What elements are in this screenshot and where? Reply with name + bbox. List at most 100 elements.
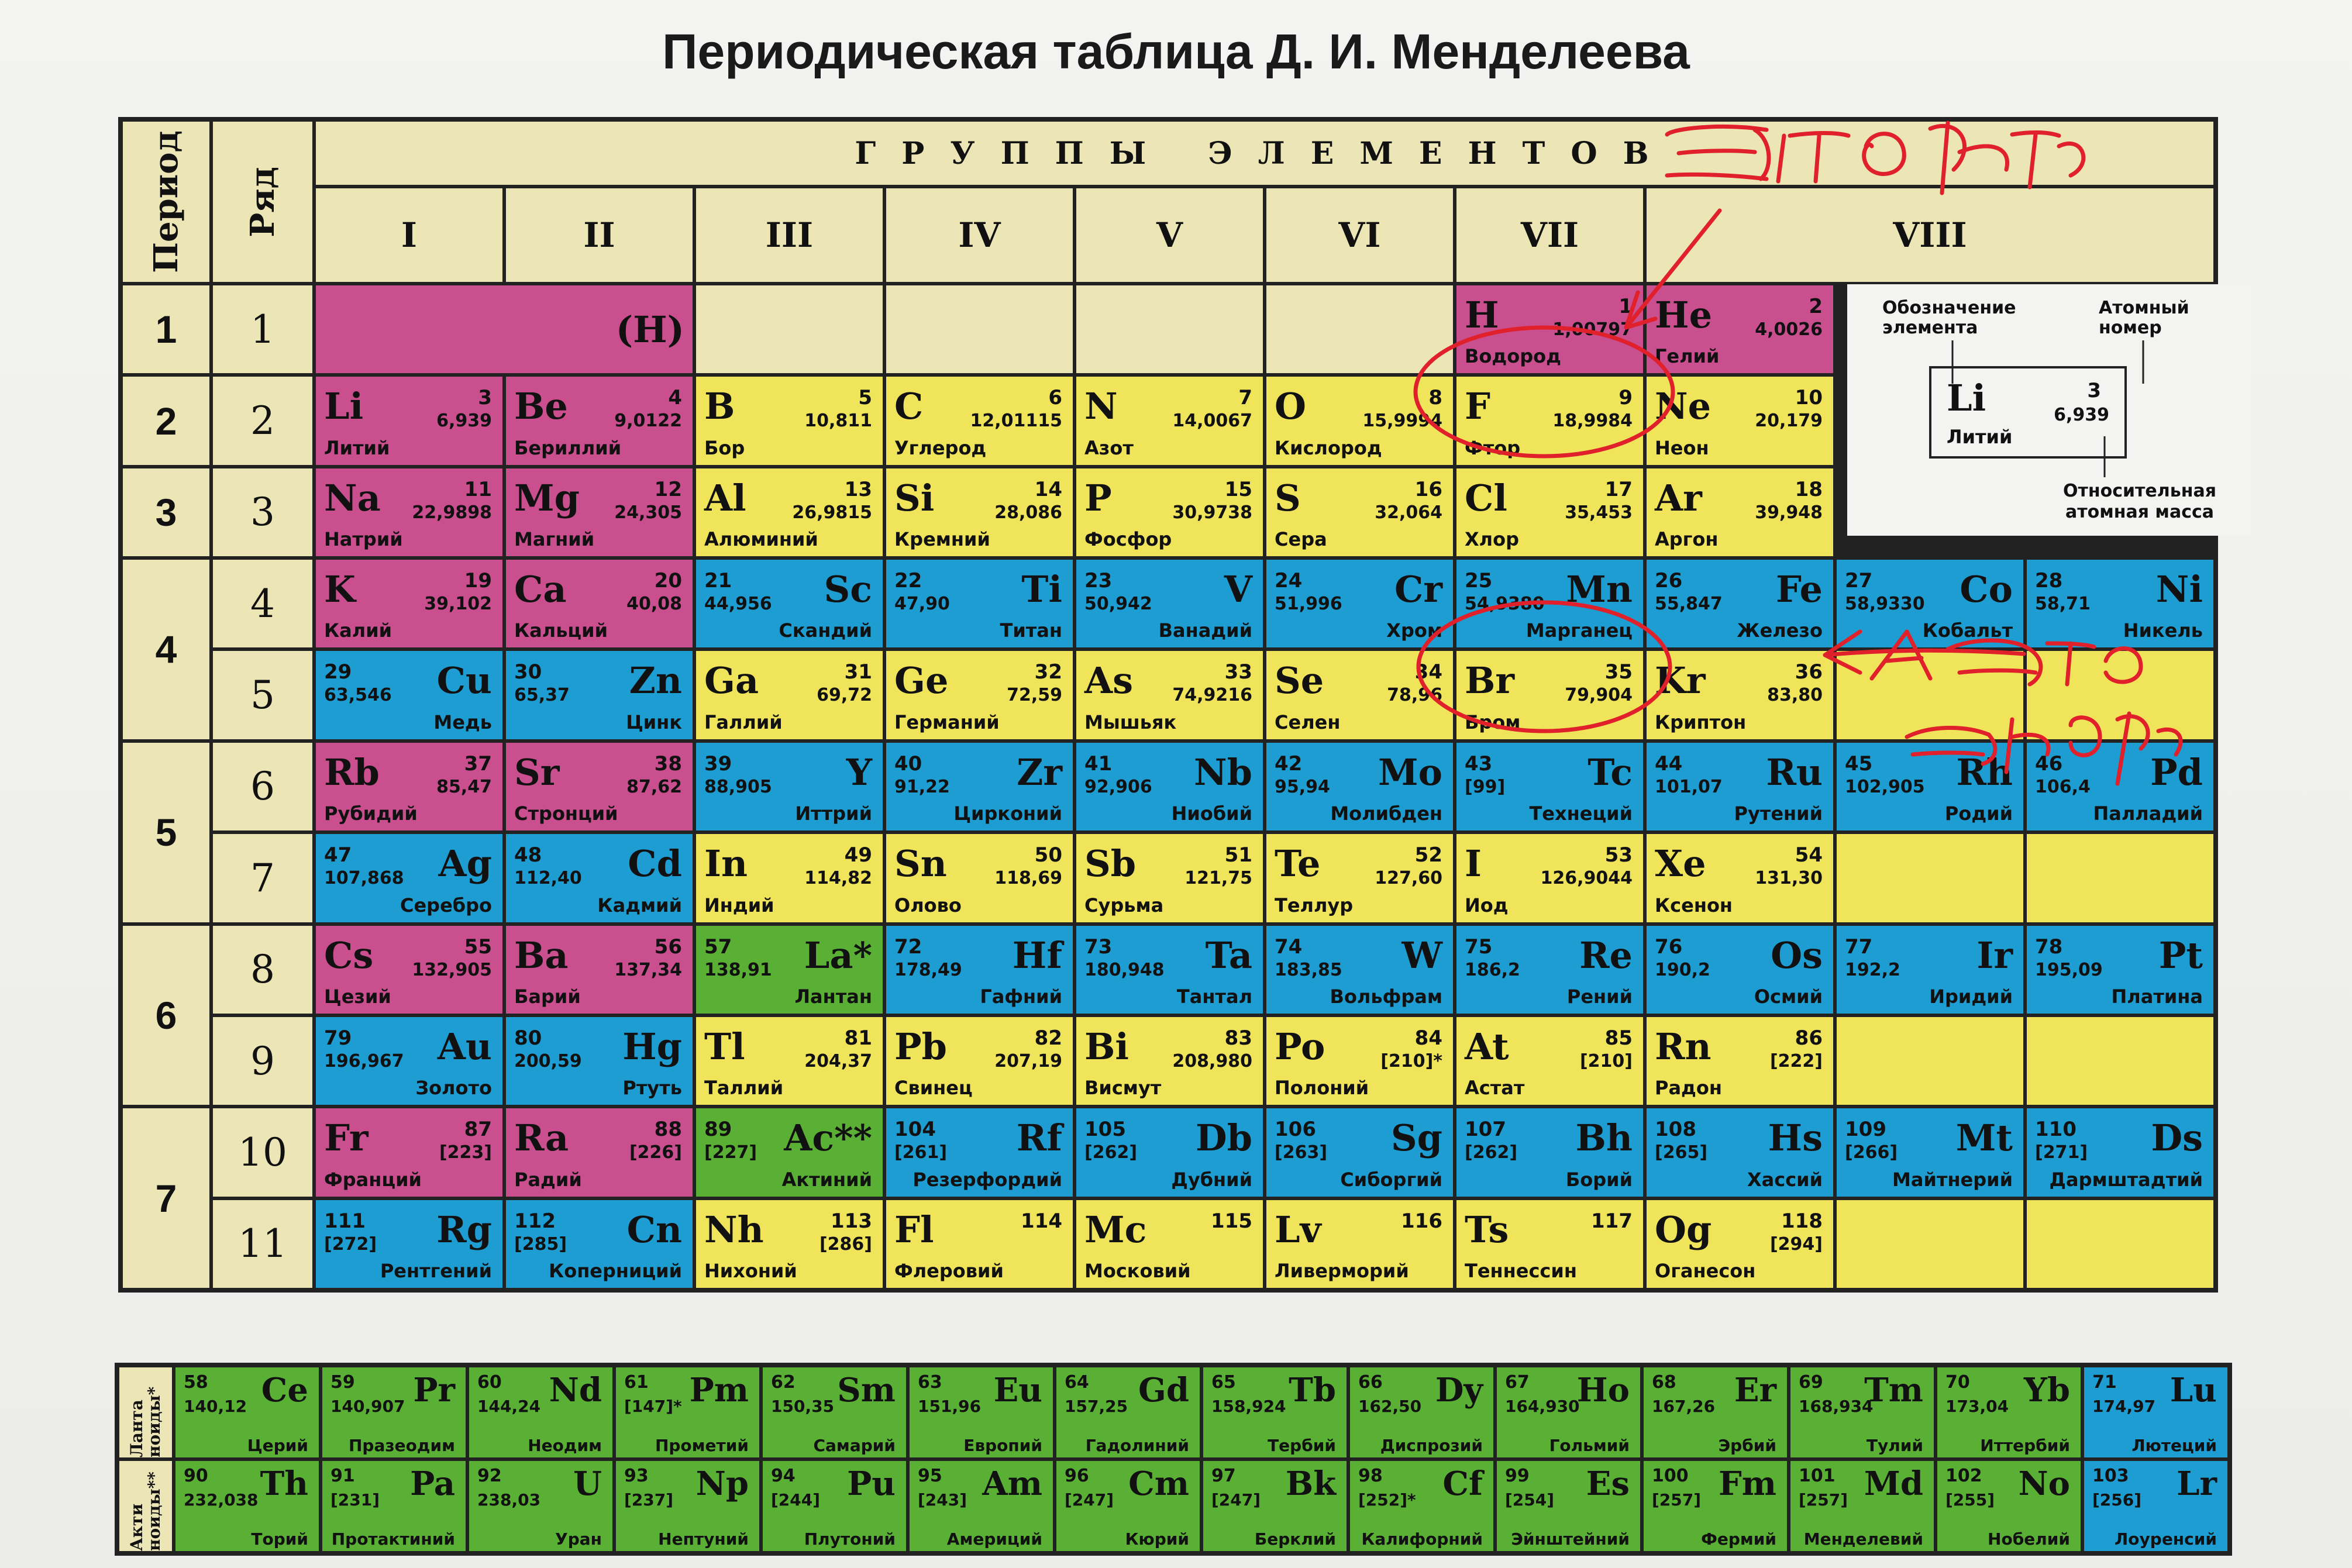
element-ts[interactable]: Ts 117 Теннессин — [1456, 1200, 1643, 1288]
element-hg[interactable]: Hg 80 200,59 Ртуть — [506, 1016, 693, 1105]
element-b[interactable]: B 5 10,811 Бор — [696, 377, 883, 465]
element-br[interactable]: Br 35 79,904 Бром — [1456, 651, 1643, 739]
element-hf[interactable]: Hf 72 178,49 Гафний — [886, 925, 1073, 1014]
element-n[interactable]: N 7 14,0067 Азот — [1076, 377, 1263, 465]
element-no[interactable]: No 102 [255] Нобелий — [1937, 1461, 2081, 1551]
element-ac[interactable]: Ac** 89 [227] Актиний — [696, 1108, 883, 1197]
element-be[interactable]: Be 4 9,0122 Бериллий — [506, 377, 693, 465]
element-md[interactable]: Md 101 [257] Менделевий — [1790, 1461, 1934, 1551]
element-sn[interactable]: Sn 50 118,69 Олово — [886, 834, 1073, 922]
element-i[interactable]: I 53 126,9044 Иод — [1456, 834, 1643, 922]
element-y[interactable]: Y 39 88,905 Иттрий — [696, 742, 883, 831]
element-fl[interactable]: Fl 114 Флеровий — [886, 1200, 1073, 1288]
element-ba[interactable]: Ba 56 137,34 Барий — [506, 925, 693, 1014]
element-np[interactable]: Np 93 [237] Нептуний — [616, 1461, 759, 1551]
element-mg[interactable]: Mg 12 24,305 Магний — [506, 468, 693, 557]
element-sg[interactable]: Sg 106 [263] Сиборгий — [1266, 1108, 1453, 1197]
element-ca[interactable]: Ca 20 40,08 Кальций — [506, 560, 693, 648]
element-es[interactable]: Es 99 [254] Эйнштейний — [1497, 1461, 1640, 1551]
element-ag[interactable]: Ag 47 107,868 Серебро — [316, 834, 502, 922]
element-ta[interactable]: Ta 73 180,948 Тантал — [1076, 925, 1263, 1014]
element-tl[interactable]: Tl 81 204,37 Таллий — [696, 1016, 883, 1105]
element-v[interactable]: V 23 50,942 Ванадий — [1076, 560, 1263, 648]
element-mn[interactable]: Mn 25 54,9380 Марганец — [1456, 560, 1643, 648]
element-pm[interactable]: Pm 61 [147]* Прометий — [616, 1367, 759, 1457]
element-ds[interactable]: Ds 110 [271] Дармштадтий — [2027, 1108, 2213, 1197]
element-xe[interactable]: Xe 54 131,30 Ксенон — [1647, 834, 1833, 922]
element-db[interactable]: Db 105 [262] Дубний — [1076, 1108, 1263, 1197]
element-kr[interactable]: Kr 36 83,80 Криптон — [1647, 651, 1833, 739]
element-ra[interactable]: Ra 88 [226] Радий — [506, 1108, 693, 1197]
element-sm[interactable]: Sm 62 150,35 Самарий — [763, 1367, 906, 1457]
element-pa[interactable]: Pa 91 [231] Протактиний — [322, 1461, 466, 1551]
element-pt[interactable]: Pt 78 195,09 Платина — [2027, 925, 2213, 1014]
element-cu[interactable]: Cu 29 63,546 Медь — [316, 651, 502, 739]
element-cl[interactable]: Cl 17 35,453 Хлор — [1456, 468, 1643, 557]
element-ni[interactable]: Ni 28 58,71 Никель — [2027, 560, 2213, 648]
element-fm[interactable]: Fm 100 [257] Фермий — [1644, 1461, 1787, 1551]
element-he[interactable]: He 2 4,0026 Гелий — [1647, 285, 1833, 374]
element-ga[interactable]: Ga 31 69,72 Галлий — [696, 651, 883, 739]
element-cf[interactable]: Cf 98 [252]* Калифорний — [1350, 1461, 1493, 1551]
element-si[interactable]: Si 14 28,086 Кремний — [886, 468, 1073, 557]
element-th[interactable]: Th 90 232,038 Торий — [175, 1461, 319, 1551]
element-ne[interactable]: Ne 10 20,179 Неон — [1647, 377, 1833, 465]
element-p[interactable]: P 15 30,9738 Фосфор — [1076, 468, 1263, 557]
element-tc[interactable]: Tc 43 [99] Технеций — [1456, 742, 1643, 831]
element-cd[interactable]: Cd 48 112,40 Кадмий — [506, 834, 693, 922]
element-pu[interactable]: Pu 94 [244] Плутоний — [763, 1461, 906, 1551]
element-mo[interactable]: Mo 42 95,94 Молибден — [1266, 742, 1453, 831]
element-au[interactable]: Au 79 196,967 Золото — [316, 1016, 502, 1105]
element-nd[interactable]: Nd 60 144,24 Неодим — [469, 1367, 612, 1457]
element-ir[interactable]: Ir 77 192,2 Иридий — [1837, 925, 2023, 1014]
element-mt[interactable]: Mt 109 [266] Майтнерий — [1837, 1108, 2023, 1197]
element-sb[interactable]: Sb 51 121,75 Сурьма — [1076, 834, 1263, 922]
element-bi[interactable]: Bi 83 208,980 Висмут — [1076, 1016, 1263, 1105]
element-bk[interactable]: Bk 97 [247] Берклий — [1203, 1461, 1347, 1551]
element-mc[interactable]: Mc 115 Московий — [1076, 1200, 1263, 1288]
element-lu[interactable]: Lu 71 174,97 Лютеций — [2084, 1367, 2227, 1457]
element-at[interactable]: At 85 [210] Астат — [1456, 1016, 1643, 1105]
element-sr[interactable]: Sr 38 87,62 Стронций — [506, 742, 693, 831]
element-re[interactable]: Re 75 186,2 Рений — [1456, 925, 1643, 1014]
element-sc[interactable]: Sc 21 44,956 Скандий — [696, 560, 883, 648]
element-yb[interactable]: Yb 70 173,04 Иттербий — [1937, 1367, 2081, 1457]
element-nb[interactable]: Nb 41 92,906 Ниобий — [1076, 742, 1263, 831]
element-la[interactable]: La* 57 138,91 Лантан — [696, 925, 883, 1014]
element-w[interactable]: W 74 183,85 Вольфрам — [1266, 925, 1453, 1014]
element-zn[interactable]: Zn 30 65,37 Цинк — [506, 651, 693, 739]
element-cn[interactable]: Cn 112 [285] Коперниций — [506, 1200, 693, 1288]
element-lr[interactable]: Lr 103 [256] Лоуренсий — [2084, 1461, 2227, 1551]
element-k[interactable]: K 19 39,102 Калий — [316, 560, 502, 648]
element-f[interactable]: F 9 18,9984 Фтор — [1456, 377, 1643, 465]
element-li[interactable]: Li 3 6,939 Литий — [316, 377, 502, 465]
element-tm[interactable]: Tm 69 168,934 Тулий — [1790, 1367, 1934, 1457]
element-rb[interactable]: Rb 37 85,47 Рубидий — [316, 742, 502, 831]
element-cm[interactable]: Cm 96 [247] Кюрий — [1056, 1461, 1200, 1551]
element-ce[interactable]: Ce 58 140,12 Церий — [175, 1367, 319, 1457]
element-pr[interactable]: Pr 59 140,907 Празеодим — [322, 1367, 466, 1457]
element-rf[interactable]: Rf 104 [261] Резерфордий — [886, 1108, 1073, 1197]
element-na[interactable]: Na 11 22,9898 Натрий — [316, 468, 502, 557]
element-og[interactable]: Og 118 [294] Оганесон — [1647, 1200, 1833, 1288]
element-tb[interactable]: Tb 65 158,924 Тербий — [1203, 1367, 1347, 1457]
element-se[interactable]: Se 34 78,96 Селен — [1266, 651, 1453, 739]
element-eu[interactable]: Eu 63 151,96 Европий — [910, 1367, 1053, 1457]
element-in[interactable]: In 49 114,82 Индий — [696, 834, 883, 922]
element-ru[interactable]: Ru 44 101,07 Рутений — [1647, 742, 1833, 831]
element-c[interactable]: C 6 12,01115 Углерод — [886, 377, 1073, 465]
element-bh[interactable]: Bh 107 [262] Борий — [1456, 1108, 1643, 1197]
element-os[interactable]: Os 76 190,2 Осмий — [1647, 925, 1833, 1014]
element-u[interactable]: U 92 238,03 Уран — [469, 1461, 612, 1551]
element-fe[interactable]: Fe 26 55,847 Железо — [1647, 560, 1833, 648]
element-s[interactable]: S 16 32,064 Сера — [1266, 468, 1453, 557]
element-ar[interactable]: Ar 18 39,948 Аргон — [1647, 468, 1833, 557]
element-hs[interactable]: Hs 108 [265] Хассий — [1647, 1108, 1833, 1197]
element-pd[interactable]: Pd 46 106,4 Палладий — [2027, 742, 2213, 831]
element-o[interactable]: O 8 15,9994 Кислород — [1266, 377, 1453, 465]
element-dy[interactable]: Dy 66 162,50 Диспрозий — [1350, 1367, 1493, 1457]
element-co[interactable]: Co 27 58,9330 Кобальт — [1837, 560, 2023, 648]
element-h[interactable]: H 1 1,00797 Водород — [1456, 285, 1643, 374]
element-lv[interactable]: Lv 116 Ливерморий — [1266, 1200, 1453, 1288]
element-te[interactable]: Te 52 127,60 Теллур — [1266, 834, 1453, 922]
